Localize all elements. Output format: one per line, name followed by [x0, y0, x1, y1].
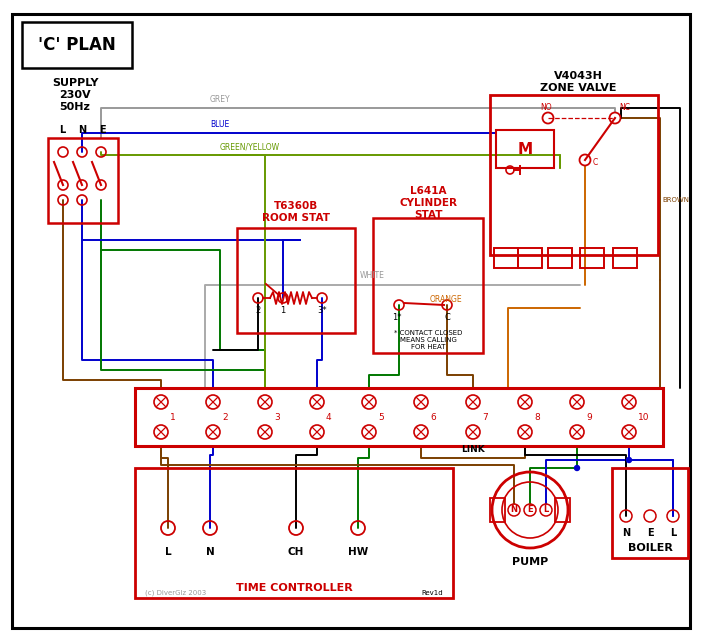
Text: 2: 2 — [222, 413, 227, 422]
Text: 10: 10 — [638, 413, 649, 422]
Text: GREY: GREY — [210, 95, 231, 104]
Text: M: M — [517, 142, 533, 156]
Text: L: L — [165, 547, 171, 557]
Text: BOILER: BOILER — [628, 543, 673, 553]
Text: BROWN: BROWN — [662, 197, 689, 203]
Circle shape — [626, 458, 632, 463]
Text: NO: NO — [540, 103, 552, 112]
Bar — [48, 138, 118, 223]
Text: N: N — [510, 506, 517, 515]
Text: 9: 9 — [586, 413, 592, 422]
Text: WHITE: WHITE — [360, 271, 385, 280]
Text: 8: 8 — [534, 413, 540, 422]
Text: 1*: 1* — [392, 313, 402, 322]
Text: N: N — [622, 528, 630, 538]
Bar — [373, 218, 483, 353]
Bar — [135, 468, 453, 598]
Bar — [580, 248, 604, 268]
Text: 4: 4 — [326, 413, 331, 422]
Text: LINK: LINK — [461, 445, 485, 454]
Text: N: N — [78, 125, 86, 135]
Text: E: E — [527, 506, 533, 515]
Text: (c) DiverGlz 2003: (c) DiverGlz 2003 — [145, 590, 206, 596]
Text: 1: 1 — [170, 413, 176, 422]
Text: E: E — [647, 528, 654, 538]
Text: L641A
CYLINDER
STAT: L641A CYLINDER STAT — [399, 187, 457, 220]
Text: PUMP: PUMP — [512, 557, 548, 567]
Text: 'C' PLAN: 'C' PLAN — [38, 36, 116, 54]
Text: GREEN/YELLOW: GREEN/YELLOW — [220, 142, 280, 151]
Text: C: C — [593, 158, 598, 167]
Text: N: N — [206, 547, 214, 557]
Text: CH: CH — [288, 547, 304, 557]
Bar — [490, 95, 658, 255]
Text: TIME CONTROLLER: TIME CONTROLLER — [236, 583, 352, 593]
Bar — [22, 22, 132, 68]
Bar — [612, 468, 688, 558]
Text: T6360B
ROOM STAT: T6360B ROOM STAT — [262, 201, 330, 223]
Text: L: L — [543, 506, 549, 515]
Text: 2: 2 — [256, 306, 260, 315]
Text: ORANGE: ORANGE — [430, 295, 463, 304]
Text: E: E — [99, 125, 105, 135]
Text: * CONTACT CLOSED
MEANS CALLING
FOR HEAT: * CONTACT CLOSED MEANS CALLING FOR HEAT — [394, 330, 462, 350]
Bar — [518, 248, 542, 268]
Text: 1: 1 — [280, 306, 286, 315]
Text: BLUE: BLUE — [210, 120, 230, 129]
Text: Rev1d: Rev1d — [421, 590, 443, 596]
Bar — [548, 248, 572, 268]
Text: 3*: 3* — [317, 306, 327, 315]
Text: NC: NC — [619, 103, 630, 112]
Text: L: L — [59, 125, 65, 135]
Bar — [555, 498, 570, 522]
Text: 5: 5 — [378, 413, 384, 422]
Bar — [613, 248, 637, 268]
Bar — [237, 228, 355, 333]
Bar — [135, 388, 663, 446]
Text: HW: HW — [348, 547, 368, 557]
Text: SUPPLY
230V
50Hz: SUPPLY 230V 50Hz — [52, 78, 98, 112]
Text: 3: 3 — [274, 413, 280, 422]
Text: V4043H
ZONE VALVE: V4043H ZONE VALVE — [540, 71, 616, 93]
Text: 6: 6 — [430, 413, 436, 422]
Text: L: L — [670, 528, 676, 538]
Bar — [496, 130, 554, 168]
Circle shape — [574, 465, 579, 470]
Text: 7: 7 — [482, 413, 488, 422]
Text: C: C — [444, 313, 450, 322]
Bar — [494, 248, 518, 268]
Bar — [490, 498, 505, 522]
